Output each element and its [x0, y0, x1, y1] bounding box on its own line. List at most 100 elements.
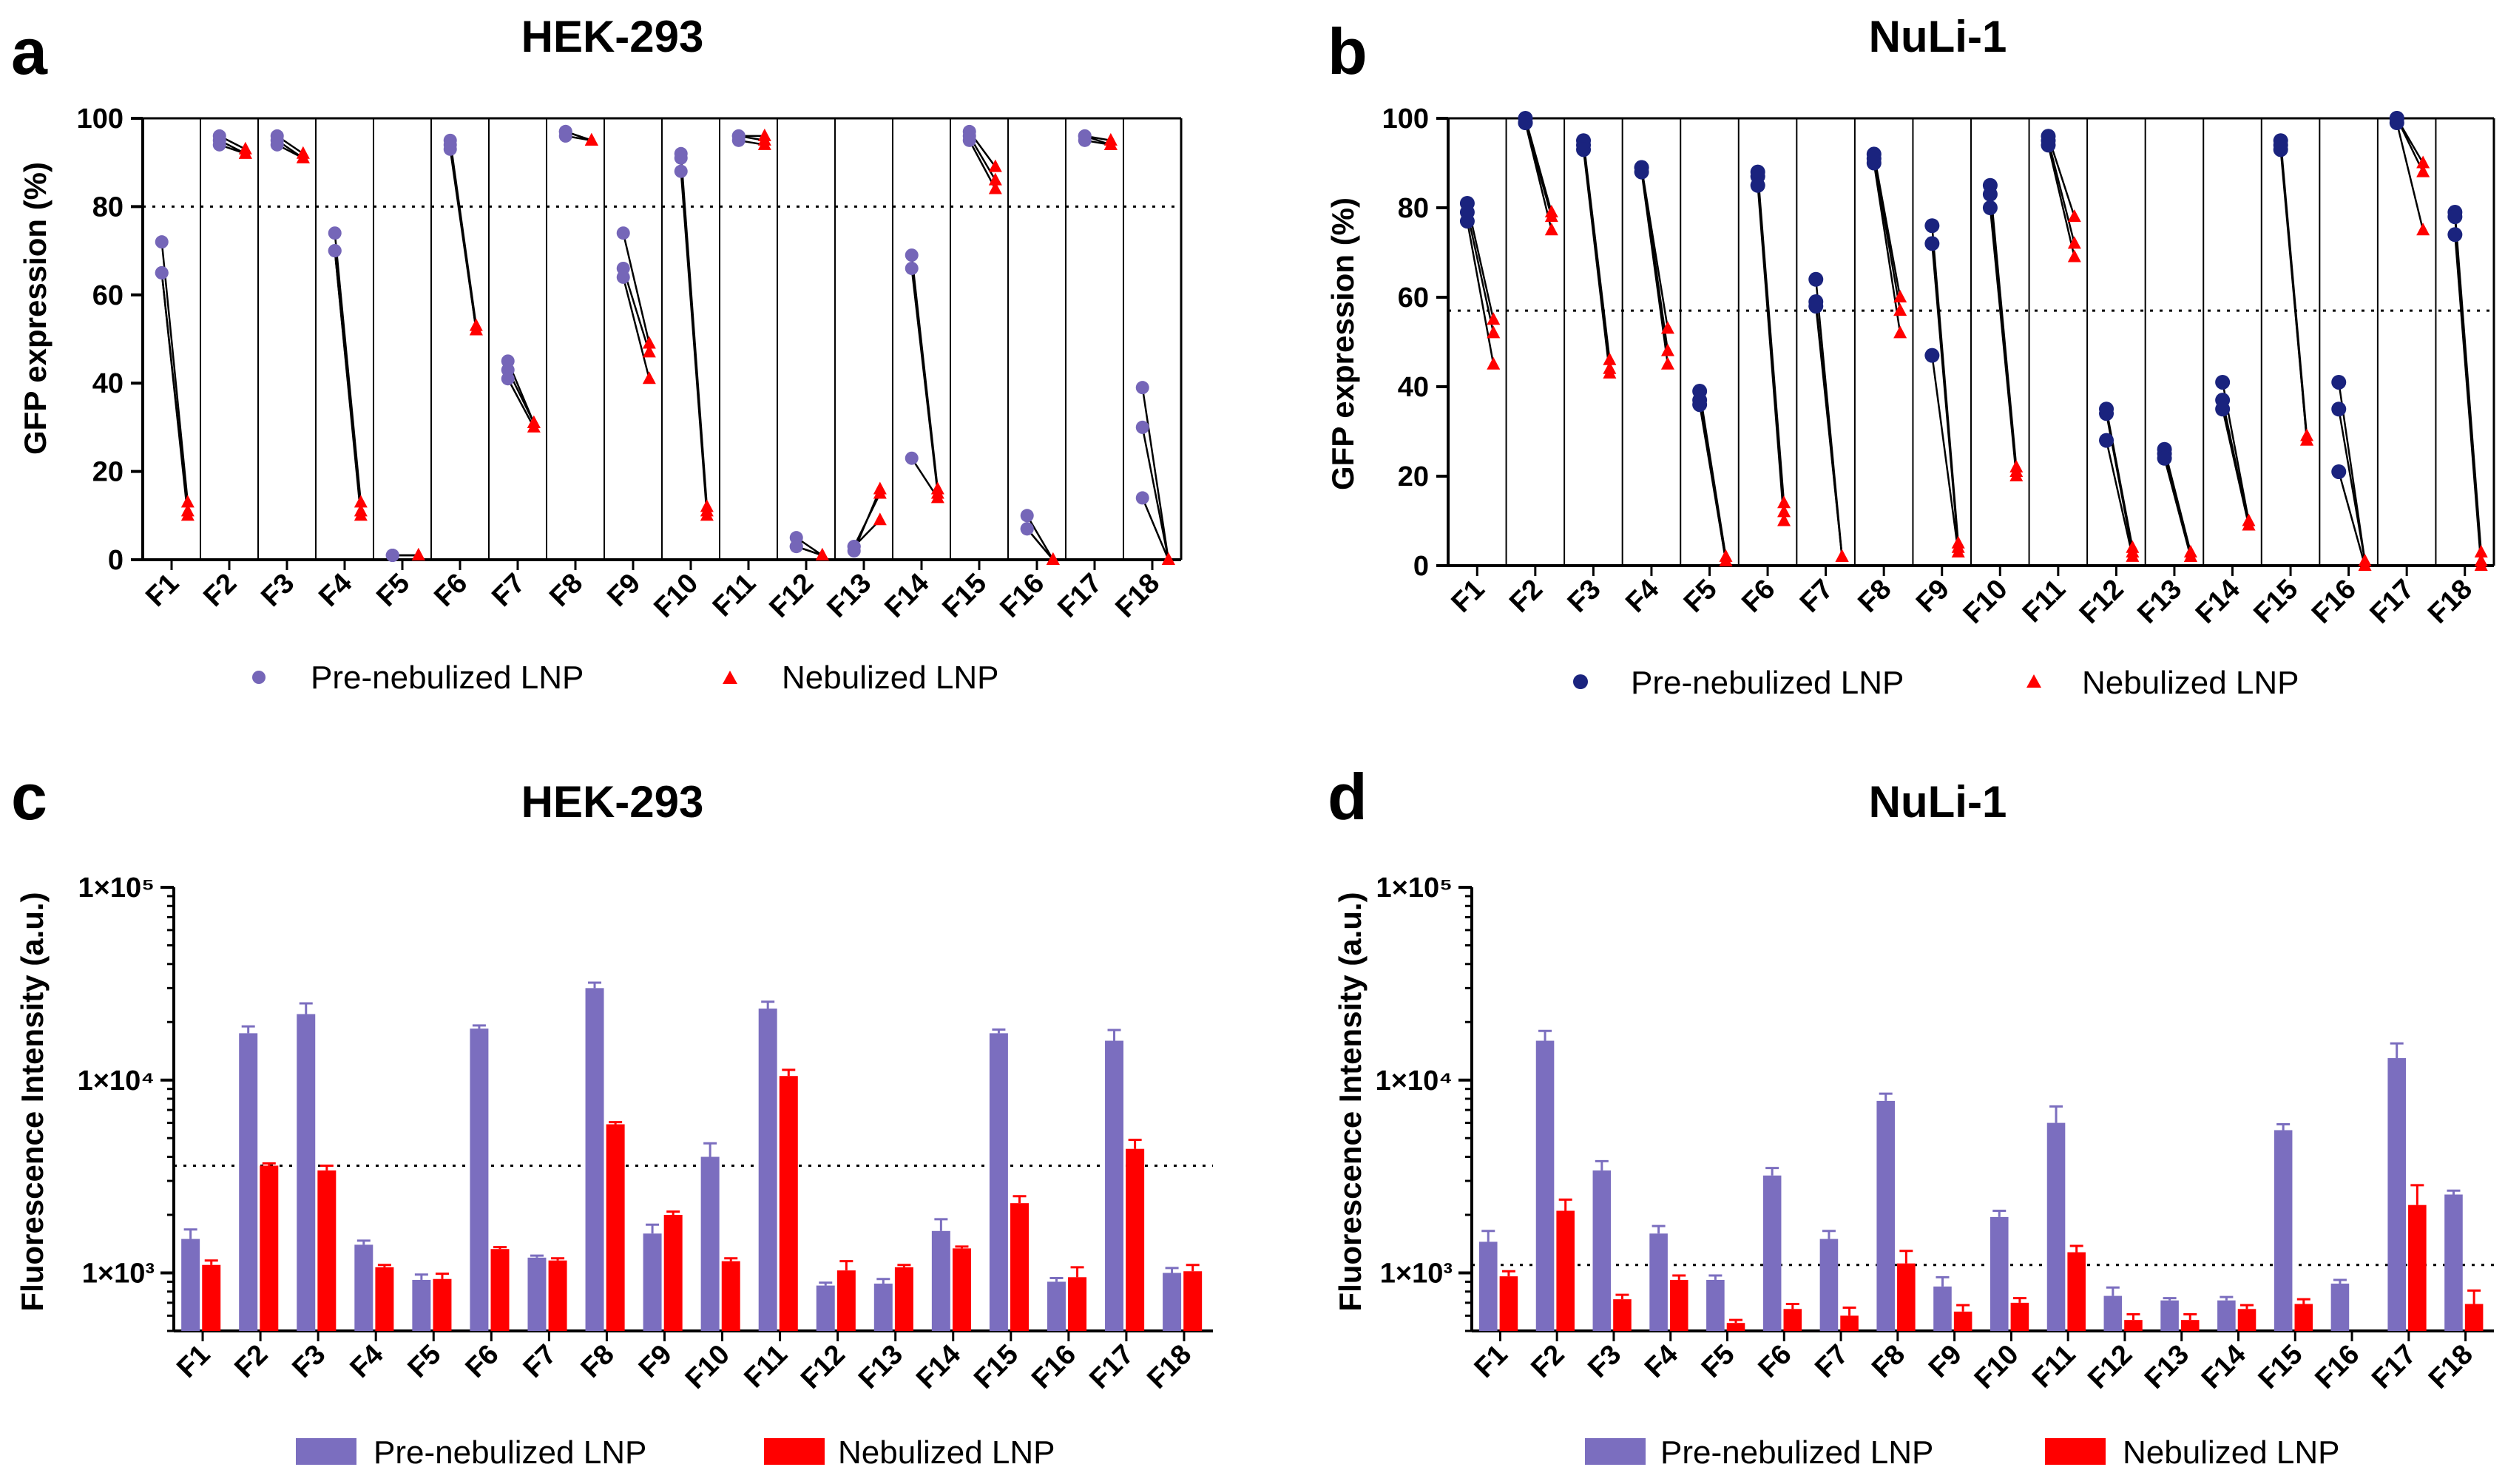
panel-letter-d: d [1328, 760, 1368, 833]
pre-point [2273, 142, 2288, 157]
category-label: F2 [1525, 1339, 1570, 1384]
neb-point [584, 132, 598, 146]
paired-line [2221, 408, 2250, 526]
paired-line [334, 250, 362, 516]
neb-bar [1669, 1279, 1688, 1331]
neb-bar [721, 1261, 740, 1331]
paired-line [2396, 122, 2424, 231]
paired-line [853, 492, 881, 547]
neb-bar [2180, 1320, 2200, 1331]
neb-bar [836, 1270, 856, 1331]
category-label: F5 [371, 568, 416, 613]
pre-point [847, 540, 861, 554]
pre-bar [2330, 1283, 2350, 1331]
pre-bar [1762, 1175, 1782, 1331]
pre-bar [2274, 1130, 2293, 1331]
neb-point [2009, 469, 2024, 481]
category-label: F16 [994, 568, 1050, 624]
neb-point [1951, 544, 1965, 558]
pre-point [2331, 464, 2347, 479]
y-axis-title-c: Fluorescence Intensity (a.u.) [15, 892, 50, 1311]
neb-bar [2124, 1320, 2143, 1331]
category-label: F3 [255, 568, 300, 613]
y-tick-label: 1×10³ [1380, 1258, 1453, 1290]
neb-point [1777, 495, 1791, 509]
neb-point [1487, 312, 1501, 325]
category-label: F9 [633, 1339, 678, 1384]
y-tick-label: 60 [1398, 282, 1429, 314]
pre-bar [1933, 1286, 1952, 1331]
pre-point [2041, 138, 2056, 153]
paired-line [1026, 515, 1054, 560]
category-label: F11 [738, 1339, 794, 1395]
paired-line [1757, 185, 1785, 521]
category-label: F18 [1141, 1339, 1197, 1395]
y-tick-label: 100 [1382, 104, 1429, 135]
neb-point [2242, 518, 2256, 531]
category-label: F14 [879, 568, 935, 624]
neb-point [1660, 356, 1674, 370]
category-label: F4 [1639, 1339, 1684, 1384]
neb-point [1893, 303, 1907, 316]
pre-point [2447, 209, 2463, 225]
paired-line [1582, 149, 1611, 373]
neb-point [873, 512, 887, 526]
category-label: F8 [544, 568, 589, 613]
pre-point [1692, 397, 1708, 413]
category-label: F10 [680, 1339, 736, 1395]
category-label: F2 [197, 568, 243, 613]
neb-point [2416, 164, 2430, 177]
neb-bar [433, 1278, 452, 1331]
category-label: F5 [402, 1339, 447, 1384]
paired-line [2338, 409, 2366, 562]
pre-bar [1047, 1281, 1066, 1331]
category-label: F8 [575, 1339, 621, 1384]
pre-bar [2387, 1058, 2406, 1331]
paired-line [1141, 387, 1170, 560]
panel-a: a HEK-293 GFP expression (%) 0 20 40 60 80 10… [11, 12, 1183, 696]
pre-point [905, 261, 919, 275]
pre-bar [1990, 1216, 2009, 1331]
pre-bar [1105, 1040, 1124, 1331]
category-label: F17 [2364, 574, 2421, 630]
neb-point [2126, 549, 2140, 562]
paired-line [160, 242, 189, 503]
neb-point [1660, 343, 1674, 356]
neb-point [354, 508, 368, 521]
neb-point [642, 336, 656, 349]
category-label: F11 [707, 568, 763, 623]
paired-line [680, 171, 709, 516]
neb-bar [1556, 1210, 1575, 1331]
neb-bar [663, 1215, 683, 1331]
category-label: F1 [1446, 574, 1491, 619]
legend-a: Pre-nebulized LNP Nebulized LNP [252, 660, 999, 696]
pre-bar [1706, 1279, 1725, 1331]
paired-line [1989, 207, 2018, 477]
category-label: F17 [1084, 1339, 1140, 1395]
neb-point [1487, 356, 1501, 370]
y-tick-label: 1×10⁴ [1376, 1065, 1453, 1097]
pre-bar [1819, 1239, 1839, 1331]
pre-bar [1649, 1233, 1668, 1331]
pre-point [1750, 177, 1765, 193]
category-label: F16 [2309, 1339, 2365, 1395]
pre-point [2331, 374, 2347, 390]
category-label: F17 [1052, 568, 1108, 624]
pre-point [2389, 115, 2404, 131]
neb-bar [490, 1249, 510, 1331]
neb-point [815, 548, 829, 561]
paired-line [507, 378, 535, 428]
neb-point [2474, 558, 2488, 571]
pre-bar [1478, 1241, 1498, 1331]
neb-bar [375, 1267, 394, 1331]
pre-point [328, 244, 342, 258]
category-label: F7 [486, 568, 531, 613]
panel-c: c HEK-293 Fluorescence Intensity (a.u.) … [11, 760, 1213, 1471]
pre-point [1020, 509, 1034, 523]
category-label: F3 [286, 1339, 331, 1384]
paired-line [1141, 427, 1170, 560]
pre-bar [1592, 1170, 1612, 1331]
pre-point [2447, 227, 2463, 243]
category-label: F12 [795, 1339, 851, 1395]
paired-line [968, 140, 996, 190]
